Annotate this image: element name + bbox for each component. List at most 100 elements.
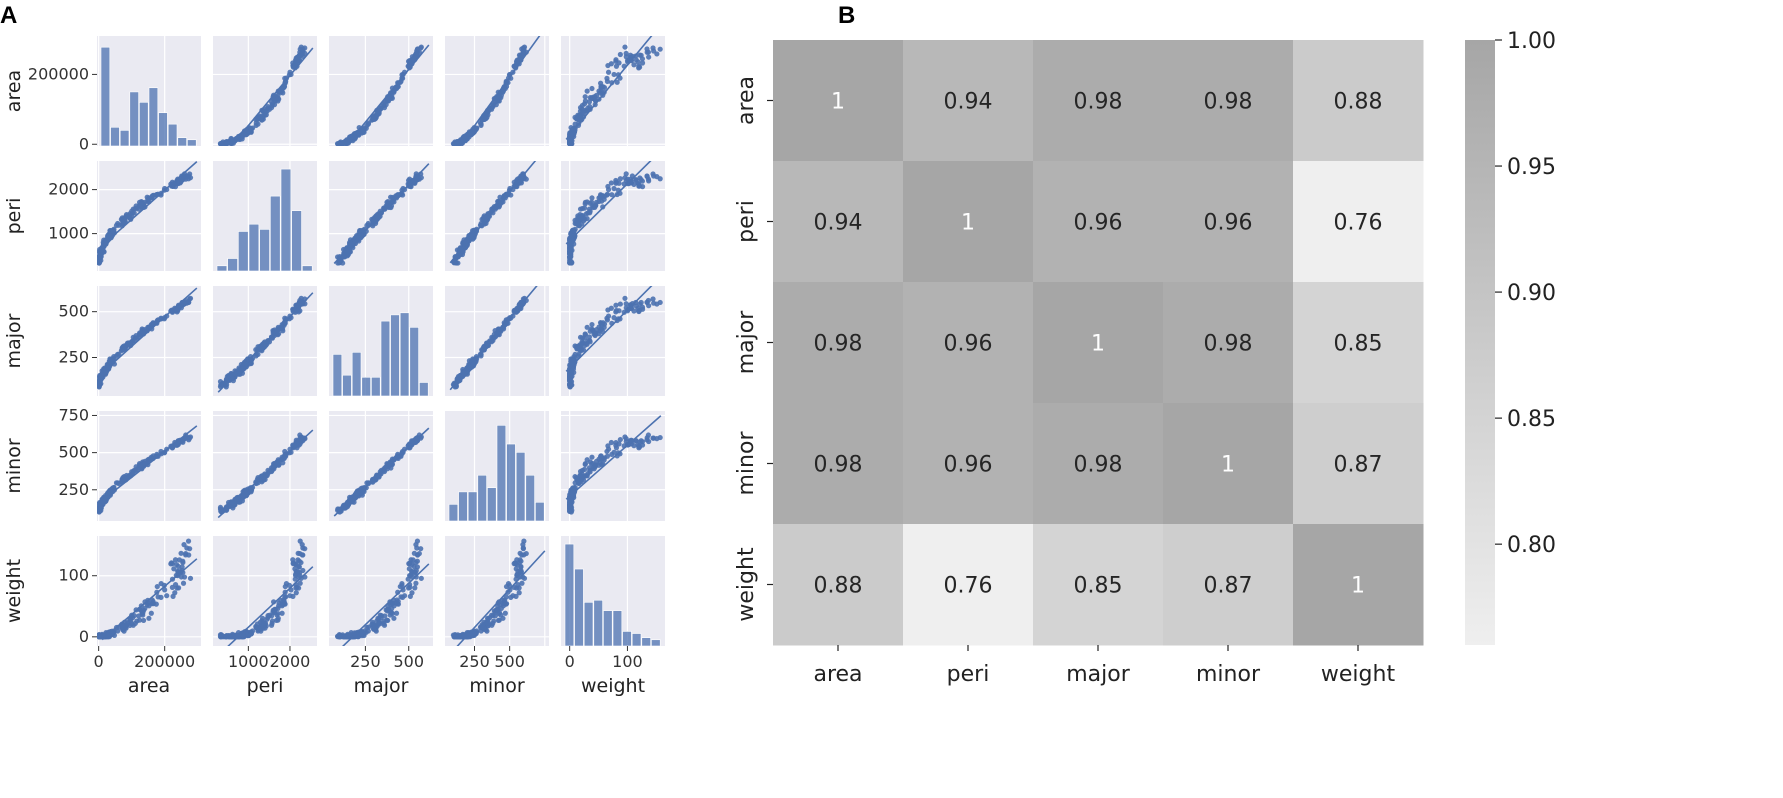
x-tick-label: 0 <box>94 652 104 671</box>
histogram-bar <box>216 265 228 271</box>
scatter-point <box>582 199 589 205</box>
histogram-bar <box>487 487 497 521</box>
scatter-point <box>502 610 508 616</box>
heatmap-annotation: 0.96 <box>1204 211 1253 236</box>
scatter-point <box>218 507 224 513</box>
scatter-point <box>383 607 389 613</box>
scatter-point <box>616 441 622 447</box>
pair-cell-peri-minor <box>445 161 549 271</box>
scatter-point <box>488 106 495 112</box>
scatter-point <box>418 546 424 552</box>
scatter-point <box>605 186 612 193</box>
scatter-point <box>103 370 109 376</box>
scatter-point <box>336 141 342 146</box>
heatmap-annotation: 0.76 <box>944 574 993 599</box>
pair-cell-major-peri <box>213 286 317 396</box>
scatter-point <box>519 580 525 586</box>
scatter-point <box>523 176 529 182</box>
pair-cell-minor-major <box>329 411 433 521</box>
scatter-point <box>569 259 575 266</box>
regression-line <box>101 425 198 502</box>
scatter-point <box>584 457 590 463</box>
heatmap-cell <box>903 161 1034 283</box>
heatmap-annotation: 0.98 <box>1074 453 1123 478</box>
scatter-point <box>275 92 281 98</box>
scatter-point <box>253 623 259 630</box>
scatter-point <box>186 173 192 179</box>
heatmap-y-label: minor <box>734 431 759 496</box>
scatter-point <box>136 617 143 623</box>
scatter-point <box>225 140 232 146</box>
scatter-point <box>296 303 302 309</box>
regression-line <box>458 36 541 146</box>
scatter-point <box>162 587 168 593</box>
scatter-point <box>175 563 182 570</box>
heatmap-cell <box>773 282 904 404</box>
scatter-point <box>218 382 224 388</box>
regression-line <box>456 550 546 646</box>
histogram-bar <box>380 320 391 396</box>
heatmap-annotation: 0.94 <box>814 211 863 236</box>
pair-cell-weight-weight <box>561 536 665 646</box>
heatmap-x-label: peri <box>947 662 990 687</box>
scatter-point <box>185 538 192 544</box>
scatter-point <box>186 299 192 305</box>
y-tick-label: 500 <box>58 302 89 321</box>
scatter-point <box>576 351 582 357</box>
scatter-point <box>623 436 629 442</box>
regression-line <box>217 292 314 393</box>
scatter-point <box>412 585 418 591</box>
x-axis-label-peri: peri <box>247 675 284 697</box>
scatter-point <box>586 99 593 105</box>
scatter-point <box>608 305 614 311</box>
scatter-point <box>461 632 467 638</box>
scatter-point <box>365 120 372 126</box>
heatmap-annotation: 1 <box>1221 453 1235 478</box>
scatter-point <box>596 88 602 94</box>
pair-cell-weight-peri <box>213 536 317 646</box>
scatter-point <box>613 63 620 69</box>
scatter-point <box>271 607 278 613</box>
scatter-point <box>644 46 650 52</box>
heatmap-cell <box>903 403 1034 525</box>
scatter-point <box>636 443 642 449</box>
scatter-point <box>580 347 587 353</box>
scatter-point <box>586 465 593 471</box>
scatter-point <box>187 575 194 581</box>
scatter-point <box>300 46 306 52</box>
scatter-point <box>239 498 246 504</box>
scatter-point <box>297 580 303 586</box>
histogram-bar <box>641 637 651 646</box>
scatter-point <box>377 612 383 618</box>
scatter-point <box>133 332 139 339</box>
scatter-point <box>651 48 657 54</box>
scatter-point <box>415 552 421 558</box>
scatter-point <box>479 623 485 630</box>
scatter-point <box>300 545 306 551</box>
scatter-point <box>617 51 623 58</box>
heatmap-cell <box>1293 524 1424 646</box>
scatter-point <box>414 545 420 551</box>
pair-cell-area-peri <box>213 36 317 146</box>
scatter-point <box>623 171 629 177</box>
scatter-point <box>569 382 575 388</box>
scatter-point <box>568 251 574 258</box>
regression-line <box>101 558 198 641</box>
histogram-bar <box>535 501 545 521</box>
heatmap-annotation: 1 <box>1091 332 1105 357</box>
scatter-point <box>604 315 610 321</box>
scatter-point <box>650 296 656 302</box>
regression-line <box>333 163 430 264</box>
scatter-point <box>636 308 642 314</box>
histogram-bar <box>419 382 429 396</box>
scatter-point <box>455 140 461 146</box>
scatter-point <box>382 613 388 619</box>
heatmap-cell <box>903 40 1034 162</box>
heatmap-annotation: 0.87 <box>1204 574 1253 599</box>
x-tick-label: 250 <box>350 652 381 671</box>
regression-line <box>449 161 537 264</box>
scatter-point <box>617 316 623 322</box>
scatter-point <box>493 102 499 108</box>
pair-cell-weight-major <box>329 536 433 646</box>
scatter-point <box>292 566 298 572</box>
